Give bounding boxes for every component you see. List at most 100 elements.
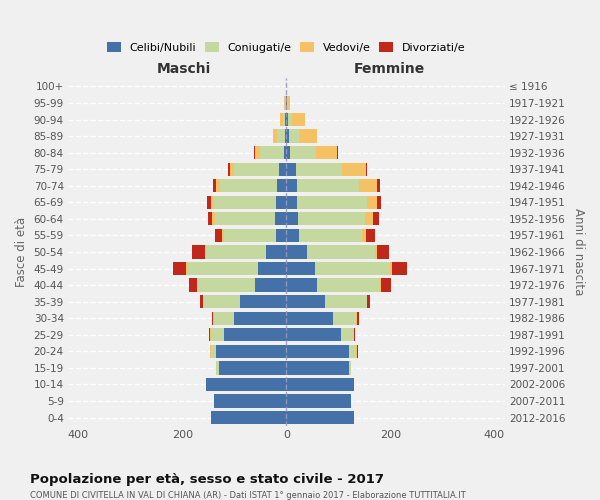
Bar <box>206 378 286 391</box>
Bar <box>211 328 224 342</box>
Bar <box>206 246 266 258</box>
Bar <box>390 262 392 275</box>
Bar <box>200 295 203 308</box>
Bar <box>286 246 307 258</box>
Bar <box>377 196 382 209</box>
Bar <box>316 146 337 160</box>
Bar <box>276 196 286 209</box>
Bar <box>286 411 354 424</box>
Bar <box>381 278 391 291</box>
Bar <box>277 179 286 192</box>
Bar <box>359 179 377 192</box>
Bar <box>223 229 224 242</box>
Bar <box>255 146 260 160</box>
Bar <box>216 362 219 374</box>
Bar <box>203 295 239 308</box>
Bar <box>278 162 286 176</box>
Bar <box>365 212 373 226</box>
Bar <box>197 278 198 291</box>
Bar <box>230 162 235 176</box>
Bar <box>284 96 285 110</box>
Bar <box>286 362 349 374</box>
Bar <box>275 212 286 226</box>
Bar <box>333 312 356 325</box>
Bar <box>286 262 315 275</box>
Bar <box>239 295 286 308</box>
Bar <box>215 212 275 226</box>
Bar <box>392 262 407 275</box>
Bar <box>299 229 362 242</box>
Bar <box>286 179 297 192</box>
Bar <box>367 196 377 209</box>
Bar <box>288 96 290 110</box>
Bar <box>285 113 286 126</box>
Bar <box>285 130 286 142</box>
Bar <box>286 328 341 342</box>
Bar <box>277 130 285 142</box>
Bar <box>235 162 278 176</box>
Bar <box>255 278 286 291</box>
Bar <box>215 179 220 192</box>
Bar <box>212 312 213 325</box>
Bar <box>288 113 292 126</box>
Bar <box>362 229 366 242</box>
Bar <box>211 344 216 358</box>
Legend: Celibi/Nubili, Coniugati/e, Vedovi/e, Divorziati/e: Celibi/Nubili, Coniugati/e, Vedovi/e, Di… <box>107 42 465 53</box>
Bar <box>284 146 286 160</box>
Text: Popolazione per età, sesso e stato civile - 2017: Popolazione per età, sesso e stato civil… <box>30 472 384 486</box>
Bar <box>286 394 351 407</box>
Bar <box>367 295 370 308</box>
Bar <box>266 246 286 258</box>
Bar <box>286 146 290 160</box>
Y-axis label: Fasce di età: Fasce di età <box>15 217 28 287</box>
Bar <box>341 328 354 342</box>
Bar <box>286 196 297 209</box>
Bar <box>377 246 389 258</box>
Bar <box>216 344 286 358</box>
Bar <box>366 162 367 176</box>
Text: Maschi: Maschi <box>157 62 211 76</box>
Bar <box>214 394 286 407</box>
Bar <box>349 344 356 358</box>
Bar <box>299 130 317 142</box>
Bar <box>188 262 258 275</box>
Bar <box>213 179 215 192</box>
Bar <box>208 212 212 226</box>
Bar <box>286 295 325 308</box>
Bar <box>198 278 255 291</box>
Bar <box>315 262 390 275</box>
Bar <box>227 162 230 176</box>
Bar <box>286 278 317 291</box>
Bar <box>286 212 298 226</box>
Bar <box>189 278 197 291</box>
Bar <box>283 113 285 126</box>
Bar <box>325 295 367 308</box>
Bar <box>224 328 286 342</box>
Bar <box>260 146 284 160</box>
Bar <box>286 344 349 358</box>
Bar <box>205 246 206 258</box>
Bar <box>307 246 374 258</box>
Bar <box>287 96 288 110</box>
Bar <box>215 229 223 242</box>
Y-axis label: Anni di nascita: Anni di nascita <box>572 208 585 296</box>
Text: Femmine: Femmine <box>353 62 425 76</box>
Bar <box>224 229 276 242</box>
Bar <box>209 328 211 342</box>
Bar <box>286 113 288 126</box>
Bar <box>296 162 343 176</box>
Bar <box>220 179 277 192</box>
Bar <box>187 262 188 275</box>
Bar <box>337 146 338 160</box>
Bar <box>366 229 375 242</box>
Bar <box>286 378 354 391</box>
Bar <box>214 196 276 209</box>
Bar <box>357 312 359 325</box>
Bar <box>297 179 359 192</box>
Bar <box>254 146 255 160</box>
Bar <box>317 278 380 291</box>
Text: COMUNE DI CIVITELLA IN VAL DI CHIANA (AR) - Dati ISTAT 1° gennaio 2017 - Elabora: COMUNE DI CIVITELLA IN VAL DI CHIANA (AR… <box>30 491 466 500</box>
Bar <box>207 196 211 209</box>
Bar <box>173 262 187 275</box>
Bar <box>343 162 366 176</box>
